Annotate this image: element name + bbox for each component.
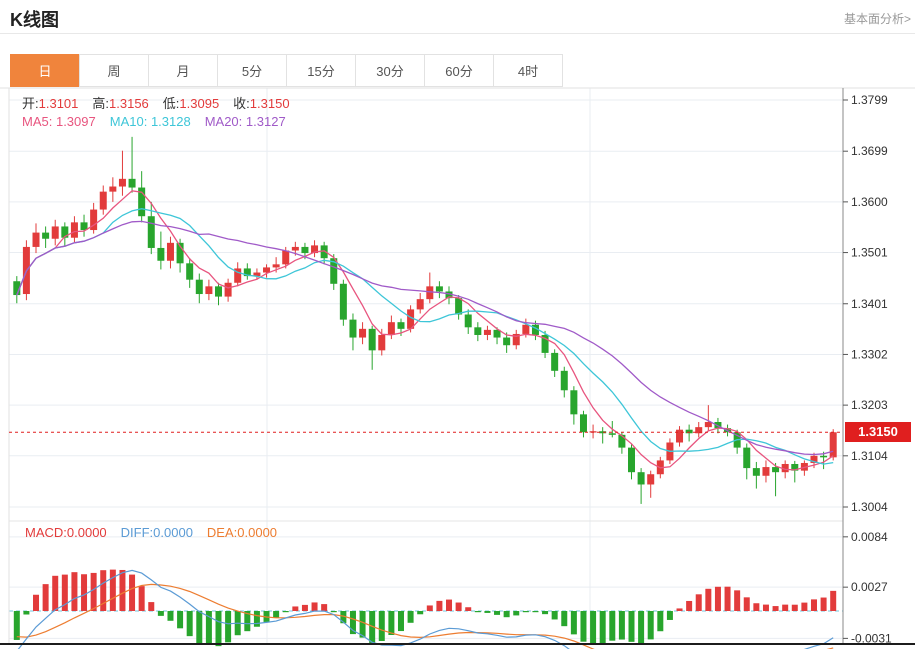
low-value: 低:1.3095 (162, 96, 220, 111)
svg-text:1.3004: 1.3004 (851, 500, 888, 514)
fundamental-analysis-link[interactable]: 基本面分析> (843, 12, 911, 26)
macd-value: MACD:0.0000 (25, 525, 107, 540)
ma20-value: MA20: 1.3127 (204, 114, 286, 129)
svg-text:-0.0031: -0.0031 (851, 631, 892, 645)
tab-60min[interactable]: 60分 (424, 54, 494, 87)
open-value: 开:1.3101 (22, 96, 79, 111)
svg-text:0.0027: 0.0027 (851, 580, 888, 594)
svg-text:1.3302: 1.3302 (851, 347, 888, 361)
svg-text:1.3203: 1.3203 (851, 398, 888, 412)
svg-text:1.3104: 1.3104 (851, 449, 888, 463)
svg-text:1.3600: 1.3600 (851, 195, 888, 209)
tab-4hour[interactable]: 4时 (493, 54, 563, 87)
macd-histogram-layer (9, 569, 843, 647)
tab-bar: 日 周 月 5分 15分 30分 60分 4时 (10, 54, 563, 87)
svg-text:1.3501: 1.3501 (851, 246, 888, 260)
macd-legend: MACD:0.0000 DIFF:0.0000 DEA:0.0000 (25, 525, 277, 540)
dea-value: DEA:0.0000 (206, 525, 278, 540)
close-value: 收:1.3150 (233, 96, 290, 111)
high-value: 高:1.3156 (92, 96, 149, 111)
ma5-value: MA5: 1.3097 (22, 114, 96, 129)
ma-lines-layer (16, 190, 834, 471)
svg-text:1.3401: 1.3401 (851, 297, 888, 311)
svg-text:0.0084: 0.0084 (851, 530, 888, 544)
header-divider (0, 33, 915, 34)
diff-value: DIFF:0.0000 (120, 525, 193, 540)
ohlc-legend: 开:1.3101 高:1.3156 低:1.3095 收:1.3150 (22, 93, 290, 112)
tab-week[interactable]: 周 (79, 54, 149, 87)
macd-lines-layer (16, 569, 834, 649)
price-axis-labels: 1.3799 1.3699 1.3600 1.3501 1.3401 1.3302 1.32… (0, 87, 915, 645)
page-title: K线图 (10, 10, 59, 30)
svg-text:1.3699: 1.3699 (851, 144, 888, 158)
svg-text:1.3799: 1.3799 (851, 93, 888, 107)
grid-layer (9, 88, 843, 644)
tab-30min[interactable]: 30分 (355, 54, 425, 87)
tab-day[interactable]: 日 (10, 54, 80, 87)
ma-legend: MA5: 1.3097 MA10: 1.3128 MA20: 1.3127 (22, 114, 286, 129)
tab-15min[interactable]: 15分 (286, 54, 356, 87)
current-price-tag: 1.3150 (845, 422, 911, 443)
tab-5min[interactable]: 5分 (217, 54, 287, 87)
ma10-value: MA10: 1.3128 (109, 114, 191, 129)
tab-month[interactable]: 月 (148, 54, 218, 87)
